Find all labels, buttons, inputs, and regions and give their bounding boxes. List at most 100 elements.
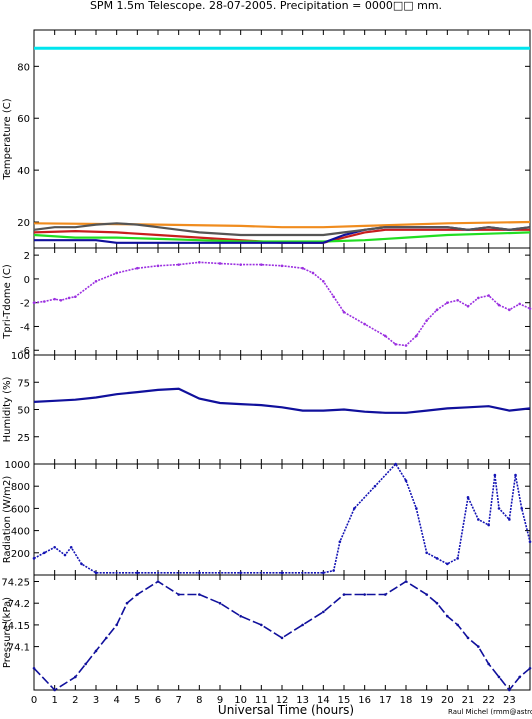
x-tick-label: 9	[217, 695, 223, 706]
data-point	[198, 593, 201, 596]
data-point	[136, 593, 139, 596]
data-point	[508, 688, 511, 692]
x-tick-label: 2	[72, 695, 78, 706]
data-point	[342, 593, 346, 596]
data-point	[363, 322, 366, 326]
data-point	[43, 551, 46, 555]
data-point	[446, 301, 449, 304]
data-point	[456, 623, 459, 627]
data-point	[84, 662, 87, 666]
y-tick-label: 74.2	[8, 599, 30, 610]
x-tick-label: 7	[175, 695, 181, 706]
series-green	[33, 231, 531, 243]
series-navy	[33, 580, 531, 692]
data-point	[446, 562, 449, 566]
data-point	[322, 610, 325, 614]
y-axis-label: Tpri-Tdome (C)	[2, 264, 13, 340]
data-point	[74, 675, 77, 679]
data-point	[497, 675, 501, 679]
panel-0: 20 40 60 80 Temperature (C)	[2, 29, 531, 249]
data-point	[67, 296, 71, 300]
y-tick-label: 74.1	[8, 643, 30, 654]
data-point	[260, 263, 263, 266]
y-tick-label: 800	[11, 482, 30, 493]
series-blue	[33, 462, 531, 574]
data-point	[394, 462, 397, 466]
data-point	[53, 688, 56, 692]
data-point	[239, 263, 242, 266]
data-point	[477, 645, 480, 648]
x-tick-label: 21	[462, 695, 475, 706]
x-tick-label: 23	[503, 695, 516, 706]
x-tick-label: 5	[134, 695, 140, 706]
data-point	[404, 479, 408, 482]
panel-frame	[33, 29, 531, 249]
data-point	[239, 614, 242, 618]
data-point	[508, 518, 511, 521]
y-axis-label: Pressure (kPa)	[2, 597, 13, 668]
x-tick-label: 20	[441, 695, 454, 706]
data-point	[353, 507, 356, 510]
data-point	[32, 557, 36, 560]
x-tick-label: 6	[155, 695, 161, 706]
data-point	[373, 484, 377, 488]
data-point	[136, 571, 139, 575]
data-point	[497, 303, 501, 307]
y-tick-label: -4	[20, 322, 30, 333]
data-point	[177, 263, 180, 266]
x-tick-label: 8	[196, 695, 202, 706]
x-tick-label: 11	[255, 695, 268, 706]
x-tick-label: 19	[420, 695, 433, 706]
data-point	[425, 551, 428, 555]
data-point	[514, 473, 517, 477]
data-point	[125, 601, 129, 605]
data-point	[487, 523, 490, 527]
data-point	[415, 507, 418, 510]
data-point	[518, 302, 521, 306]
data-point	[415, 334, 418, 338]
data-point	[520, 507, 524, 510]
data-point	[528, 307, 532, 310]
data-point	[94, 571, 98, 575]
y-tick-label: 40	[17, 166, 30, 177]
data-point	[260, 623, 263, 627]
data-point	[301, 623, 304, 627]
y-tick-label: 74.25	[1, 578, 30, 589]
y-tick-label: 60	[17, 114, 30, 125]
data-point	[342, 310, 346, 314]
data-point	[156, 580, 160, 583]
data-point	[435, 557, 439, 560]
data-point	[332, 569, 335, 572]
series-purple	[33, 261, 531, 347]
y-tick-label: 2	[24, 251, 30, 262]
data-point	[404, 580, 408, 583]
y-tick-label: 100	[11, 351, 30, 362]
data-point	[493, 473, 497, 477]
x-tick-label: 15	[338, 695, 351, 706]
data-point	[528, 667, 532, 670]
data-point	[425, 593, 428, 596]
data-point	[384, 593, 387, 596]
y-axis-label: Temperature (C)	[2, 98, 13, 180]
series-orange	[33, 220, 531, 229]
chart-title: SPM 1.5m Telescope. 28-07-2005. Precipit…	[90, 0, 442, 12]
x-tick-label: 1	[51, 695, 57, 706]
data-point	[466, 636, 470, 640]
data-point	[425, 319, 428, 322]
data-point	[466, 496, 470, 499]
x-tick-labels: 0 1 2 3 4 5 6 7 8 9 10 11 12 13 14 15 16 17 18 19 20 21 22 23	[31, 695, 516, 706]
y-tick-label: 20	[17, 218, 30, 229]
data-point	[332, 295, 335, 299]
x-tick-label: 10	[234, 695, 247, 706]
data-point	[301, 266, 304, 270]
series-navy	[33, 387, 531, 414]
y-tick-label: 80	[17, 62, 30, 73]
credit-text: Raul Michel (rmm@astrosen.unam.mx)	[448, 708, 532, 716]
panel-3: 200 400 600 800 1000 Radiation (W/m2)	[2, 460, 532, 576]
data-point	[53, 545, 56, 549]
data-point	[32, 301, 36, 304]
y-tick-label: 200	[11, 549, 30, 560]
data-point	[63, 553, 67, 557]
series-gray	[33, 222, 531, 237]
